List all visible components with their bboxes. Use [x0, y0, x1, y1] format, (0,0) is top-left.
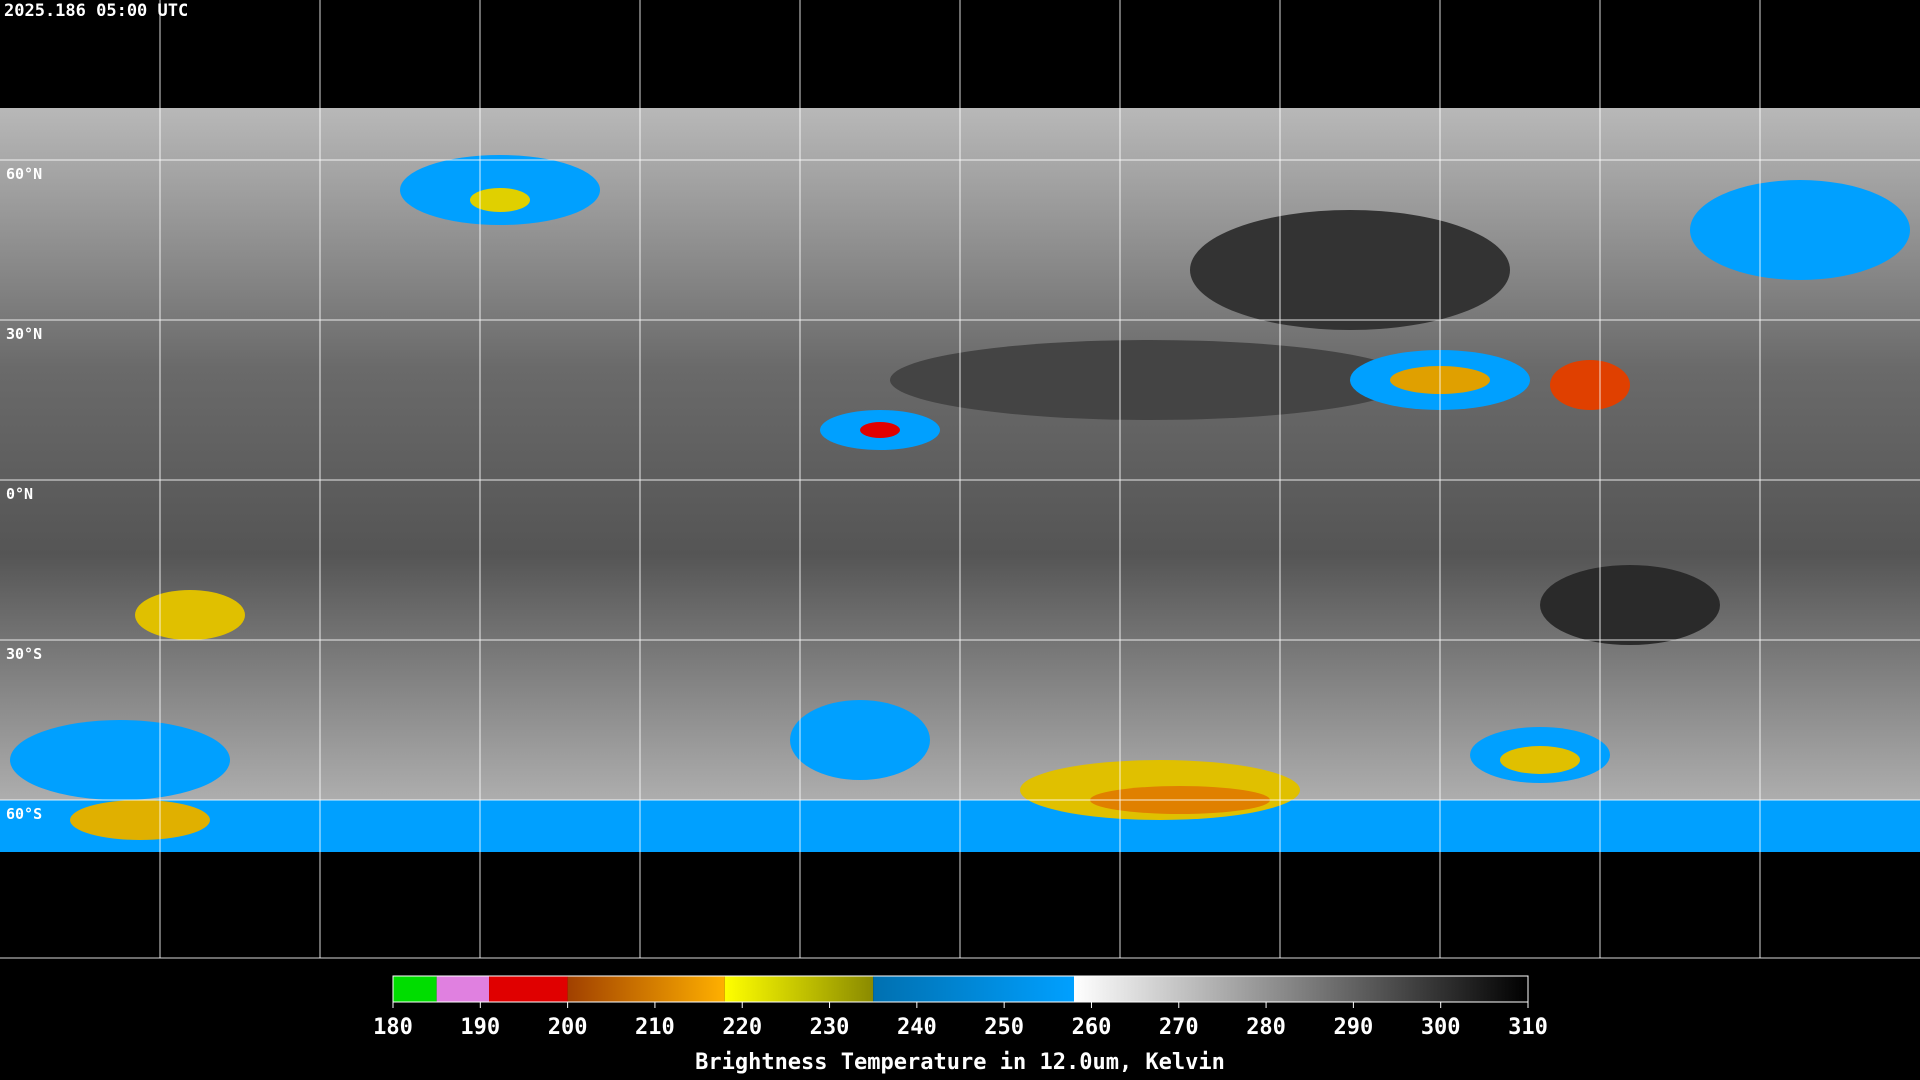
dry-region: [1540, 565, 1720, 645]
cold-cloud: [860, 422, 900, 438]
cold-cloud: [790, 700, 930, 780]
latitude-label: 30°S: [6, 645, 42, 663]
cold-cloud: [70, 800, 210, 840]
colorbar-tick-label: 300: [1421, 1015, 1461, 1040]
latitude-label: 30°N: [6, 325, 42, 343]
colorbar-segment: [489, 976, 568, 1002]
colorbar-tick-label: 230: [810, 1015, 850, 1040]
cold-cloud: [470, 188, 530, 212]
colorbar-tick-label: 190: [460, 1015, 500, 1040]
colorbar-segment: [873, 976, 1074, 1002]
colorbar-tick-label: 310: [1508, 1015, 1548, 1040]
cold-cloud: [1690, 180, 1910, 280]
colorbar: 180 190 200 210 220 230 240 250 260 270 280 290 300 3…: [373, 975, 1548, 1040]
colorbar-tick-label: 220: [722, 1015, 762, 1040]
colorbar-tick-label: 210: [635, 1015, 675, 1040]
latitude-labels: 60°N 30°N 0°N 30°S 60°S: [6, 165, 42, 823]
cold-cloud: [10, 720, 230, 800]
cold-cloud: [1550, 360, 1630, 410]
colorbar-frame: [392, 975, 1529, 1003]
colorbar-segment: [1074, 976, 1528, 1002]
colorbar-tick-label: 240: [897, 1015, 937, 1040]
colorbar-tick-label: 290: [1334, 1015, 1374, 1040]
colorbar-tick-label: 200: [548, 1015, 588, 1040]
colorbar-tick-label: 250: [984, 1015, 1024, 1040]
latitude-label: 60°S: [6, 805, 42, 823]
timestamp: 2025.186 05:00 UTC: [4, 1, 188, 21]
dry-region: [1190, 210, 1510, 330]
colorbar-segment: [393, 976, 437, 1002]
colorbar-label: Brightness Temperature in 12.0um, Kelvin: [695, 1050, 1225, 1075]
colorbar-tick-label: 260: [1072, 1015, 1112, 1040]
graticule: [0, 0, 1920, 959]
colorbar-segment: [724, 976, 874, 1002]
cold-cloud: [1500, 746, 1580, 774]
colorbar-tick-label: 280: [1246, 1015, 1286, 1040]
latitude-label: 0°N: [6, 485, 33, 503]
colorbar-tick-label: 270: [1159, 1015, 1199, 1040]
colorbar-segment: [567, 976, 725, 1002]
colorbar-tick-label: 180: [373, 1015, 413, 1040]
latitude-label: 60°N: [6, 165, 42, 183]
dry-region: [890, 340, 1410, 420]
cold-cloud: [135, 590, 245, 640]
colorbar-segment: [436, 976, 490, 1002]
